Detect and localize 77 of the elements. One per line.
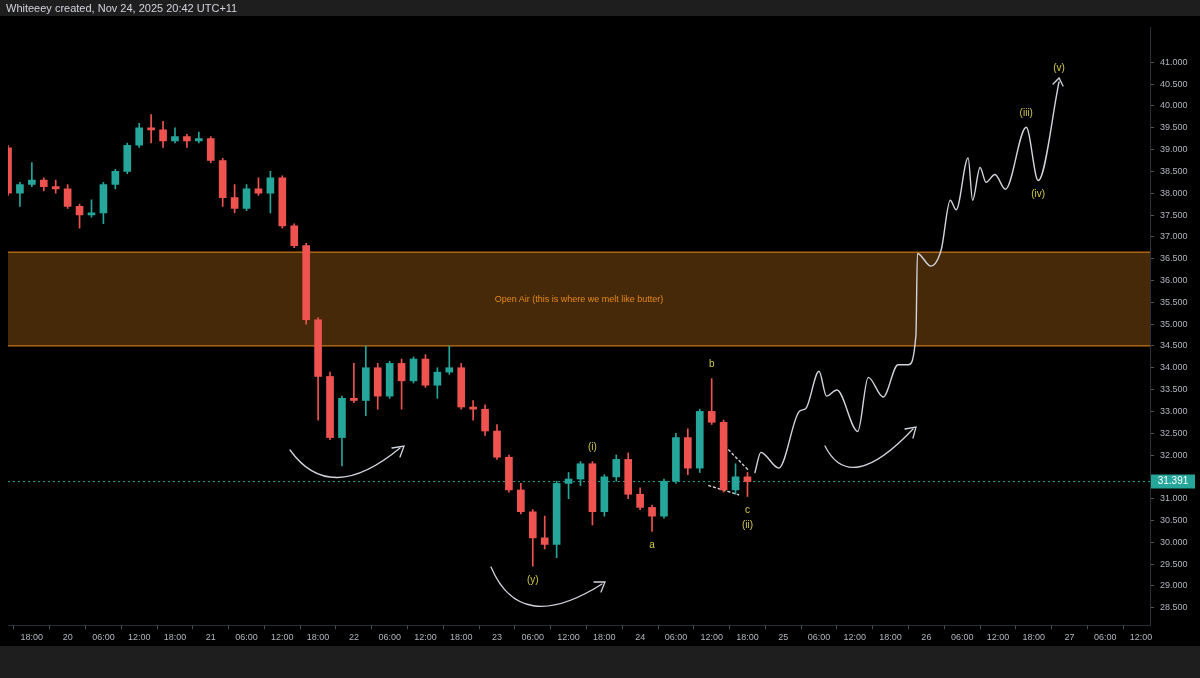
y-tick-label: 37.500 <box>1160 209 1188 220</box>
x-tick-label: 06:00 <box>378 632 401 643</box>
y-tick-label: 35.000 <box>1160 318 1188 329</box>
x-tick-label: 06:00 <box>950 632 974 643</box>
annotation: (iii) <box>1019 107 1033 119</box>
x-tick-label: 12:00 <box>414 632 437 643</box>
y-tick-label: 30.500 <box>1160 514 1188 525</box>
x-tick-label: 18:00 <box>449 632 473 643</box>
candlestick <box>51 179 60 194</box>
x-tick-label: 24 <box>635 632 646 643</box>
x-tick-label: 22 <box>348 632 359 643</box>
x-tick-label: 18:00 <box>879 632 902 643</box>
y-tick-label: 32.500 <box>1160 427 1188 438</box>
x-tick-label: 18:00 <box>20 632 44 643</box>
x-tick-label: 06:00 <box>521 632 545 643</box>
x-tick-label: 06:00 <box>235 632 258 643</box>
y-tick-label: 35.500 <box>1160 296 1188 307</box>
y-tick-label: 38.500 <box>1160 165 1188 176</box>
y-tick-label: 32.000 <box>1160 449 1188 460</box>
y-tick-label: 36.000 <box>1160 274 1188 285</box>
y-tick-label: 33.000 <box>1160 405 1188 416</box>
annotation: (v) <box>1053 61 1065 73</box>
candlestick <box>350 363 358 403</box>
x-tick-label: 21 <box>205 632 216 643</box>
annotation: c <box>744 504 750 516</box>
annotation: b <box>708 358 715 370</box>
x-tick-label: 12:00 <box>127 632 151 643</box>
y-tick-label: 41.000 <box>1160 56 1188 67</box>
x-tick-label: 06:00 <box>807 632 831 643</box>
y-tick-label: 29.000 <box>1160 580 1188 591</box>
y-tick-label: 37.000 <box>1160 231 1188 242</box>
y-tick-label: 36.500 <box>1160 253 1188 264</box>
x-tick-label: 26 <box>921 632 932 643</box>
x-tick-label: 27 <box>1064 632 1075 643</box>
candlestick <box>28 162 36 187</box>
candlestick <box>540 515 549 550</box>
y-tick-label: 30.000 <box>1160 536 1188 547</box>
candlestick <box>147 114 155 144</box>
x-tick-label: 12:00 <box>271 632 294 643</box>
x-tick-label: 12:00 <box>700 632 723 643</box>
candlestick <box>707 378 716 425</box>
x-tick-label: 25 <box>778 632 789 643</box>
x-tick-label: 12:00 <box>843 632 867 643</box>
y-tick-label: 40.000 <box>1160 100 1188 111</box>
candlestick <box>469 400 477 421</box>
x-tick-label: 18:00 <box>163 632 187 643</box>
x-tick-label: 06:00 <box>664 632 688 643</box>
band-label: Open Air (this is where we melt like butter) <box>494 293 664 304</box>
annotation: (ii) <box>741 519 754 531</box>
x-tick-label: 20 <box>62 632 73 643</box>
candlestick <box>445 345 454 375</box>
x-tick-label: 18:00 <box>736 632 759 643</box>
y-tick-label: 31.000 <box>1160 493 1188 504</box>
y-tick-label: 33.500 <box>1160 384 1188 395</box>
y-tick-label: 39.500 <box>1160 122 1188 133</box>
annotation: (i) <box>587 441 597 453</box>
ref-line-label: 31.391 <box>1157 475 1189 487</box>
x-tick-label: 12:00 <box>557 632 580 643</box>
x-tick-label: 18:00 <box>306 632 330 643</box>
annotation: (iv) <box>1031 188 1046 200</box>
y-tick-label: 29.500 <box>1160 558 1188 569</box>
x-tick-label: 12:00 <box>986 632 1010 643</box>
annotation: (y) <box>526 574 539 586</box>
y-tick-label: 38.000 <box>1160 187 1188 198</box>
y-tick-label: 39.000 <box>1160 144 1188 155</box>
y-tick-label: 34.000 <box>1160 362 1188 373</box>
x-tick-label: 12:00 <box>1129 632 1153 643</box>
x-tick-label: 18:00 <box>593 632 616 643</box>
x-tick-label: 06:00 <box>92 632 115 643</box>
x-tick-label: 23 <box>491 632 503 643</box>
y-tick-label: 34.500 <box>1160 340 1188 351</box>
x-tick-label: 18:00 <box>1022 632 1045 643</box>
y-tick-label: 28.500 <box>1160 602 1188 613</box>
annotation: a <box>649 539 656 551</box>
y-tick-label: 40.500 <box>1160 78 1188 89</box>
text: Whiteeey created, Nov 24, 2025 20:42 UTC+11 <box>6 2 238 14</box>
x-tick-label: 06:00 <box>1094 632 1117 643</box>
